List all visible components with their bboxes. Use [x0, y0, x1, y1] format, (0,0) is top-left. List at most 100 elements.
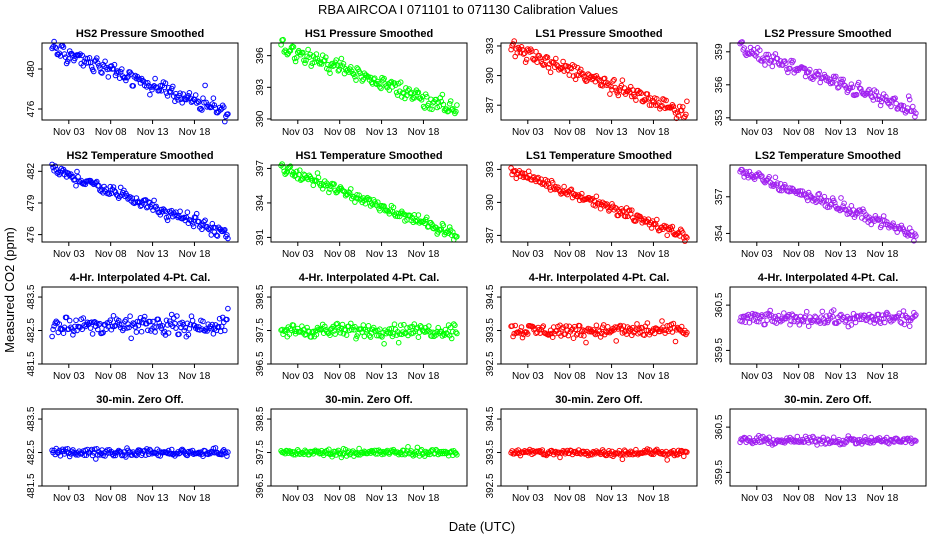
data-point [397, 322, 404, 329]
data-point [141, 313, 148, 320]
data-point [583, 339, 589, 346]
data-point [874, 216, 881, 223]
data-point [360, 76, 367, 83]
data-point [766, 174, 773, 180]
x-tick-label: Nov 18 [638, 249, 670, 260]
x-tick-label: Nov 18 [638, 493, 670, 504]
panel-points [508, 318, 690, 346]
data-point [454, 330, 460, 337]
data-point [835, 85, 841, 91]
data-point [618, 451, 625, 457]
data-point [597, 334, 604, 340]
data-point [648, 451, 655, 458]
data-point [646, 447, 653, 453]
data-point [578, 66, 584, 73]
data-point [88, 64, 95, 70]
data-point [540, 323, 547, 329]
data-point [576, 323, 583, 329]
data-point [184, 209, 191, 215]
data-point [604, 201, 610, 207]
panel-points [508, 446, 690, 463]
x-tick-label: Nov 13 [596, 127, 628, 138]
y-tick-label: 396 [255, 47, 266, 64]
data-point [650, 221, 657, 228]
panel-points [49, 305, 231, 342]
data-point [119, 321, 125, 328]
data-point [870, 316, 877, 323]
x-tick-label: Nov 03 [282, 127, 314, 138]
data-point [869, 94, 876, 100]
x-tick-label: Nov 13 [366, 249, 398, 260]
data-point [454, 452, 460, 458]
data-point [114, 449, 121, 455]
panel-title: LS1 Pressure Smoothed [535, 28, 662, 40]
data-point [162, 80, 169, 86]
data-point [340, 61, 347, 67]
x-tick-label: Nov 08 [554, 371, 586, 382]
data-point [88, 319, 95, 326]
x-tick-label: Nov 08 [783, 493, 815, 504]
data-point [327, 70, 333, 76]
data-point [612, 84, 618, 91]
panel-points [737, 307, 919, 330]
data-point [613, 338, 620, 344]
data-point [912, 313, 918, 320]
data-point [49, 333, 55, 340]
data-point [767, 307, 774, 314]
panel-title: 30-min. Zero Off. [555, 394, 642, 406]
x-tick-label: Nov 03 [741, 249, 773, 260]
data-point [395, 339, 402, 346]
data-point [128, 335, 134, 342]
data-point [548, 59, 555, 65]
data-point [297, 329, 303, 335]
data-point [519, 334, 526, 341]
data-point [51, 38, 57, 45]
data-point [763, 435, 769, 442]
data-point [215, 323, 222, 330]
data-point [593, 193, 600, 200]
data-point [578, 332, 584, 338]
data-point [890, 220, 896, 226]
data-point [193, 324, 200, 330]
data-point [805, 323, 812, 330]
data-point [331, 181, 337, 187]
data-point [416, 453, 423, 459]
data-point [133, 329, 140, 335]
data-point [201, 99, 207, 106]
data-point [764, 54, 770, 61]
data-point [326, 66, 332, 73]
data-point [787, 65, 793, 72]
data-point [900, 308, 907, 314]
x-tick-label: Nov 13 [137, 371, 169, 382]
panel-1: HS2 Pressure Smoothed 476 480 Nov 03 Nov 08 N… [26, 28, 239, 138]
data-point [151, 197, 157, 204]
y-tick-label: 392.5 [485, 473, 496, 498]
panel-frame [270, 164, 468, 243]
data-point [377, 326, 383, 333]
data-point [337, 330, 344, 336]
data-point [177, 90, 183, 96]
x-tick-label: Nov 13 [366, 493, 398, 504]
data-point [762, 62, 768, 68]
data-point [156, 320, 163, 326]
data-point [848, 436, 855, 443]
data-point [522, 59, 529, 66]
data-point [853, 91, 860, 98]
data-point [79, 52, 85, 59]
data-point [637, 89, 643, 95]
x-tick-label: Nov 18 [179, 127, 211, 138]
data-point [573, 72, 580, 78]
data-point [862, 434, 868, 440]
panel-8: LS2 Temperature Smoothed 354 357 Nov 03 Nov … [714, 150, 927, 260]
data-point [611, 76, 617, 83]
data-point [790, 58, 796, 64]
data-point [322, 57, 328, 64]
data-point [334, 320, 341, 327]
panel-points [278, 444, 460, 461]
data-point [192, 92, 199, 98]
data-point [195, 98, 201, 104]
data-point [100, 329, 106, 336]
data-point [647, 450, 654, 457]
y-tick-label: 482.5 [26, 318, 37, 343]
data-point [153, 203, 159, 210]
